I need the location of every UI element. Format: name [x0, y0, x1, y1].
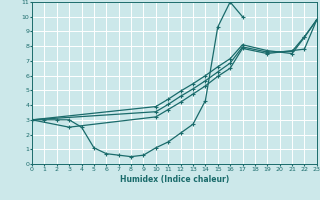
X-axis label: Humidex (Indice chaleur): Humidex (Indice chaleur)	[120, 175, 229, 184]
